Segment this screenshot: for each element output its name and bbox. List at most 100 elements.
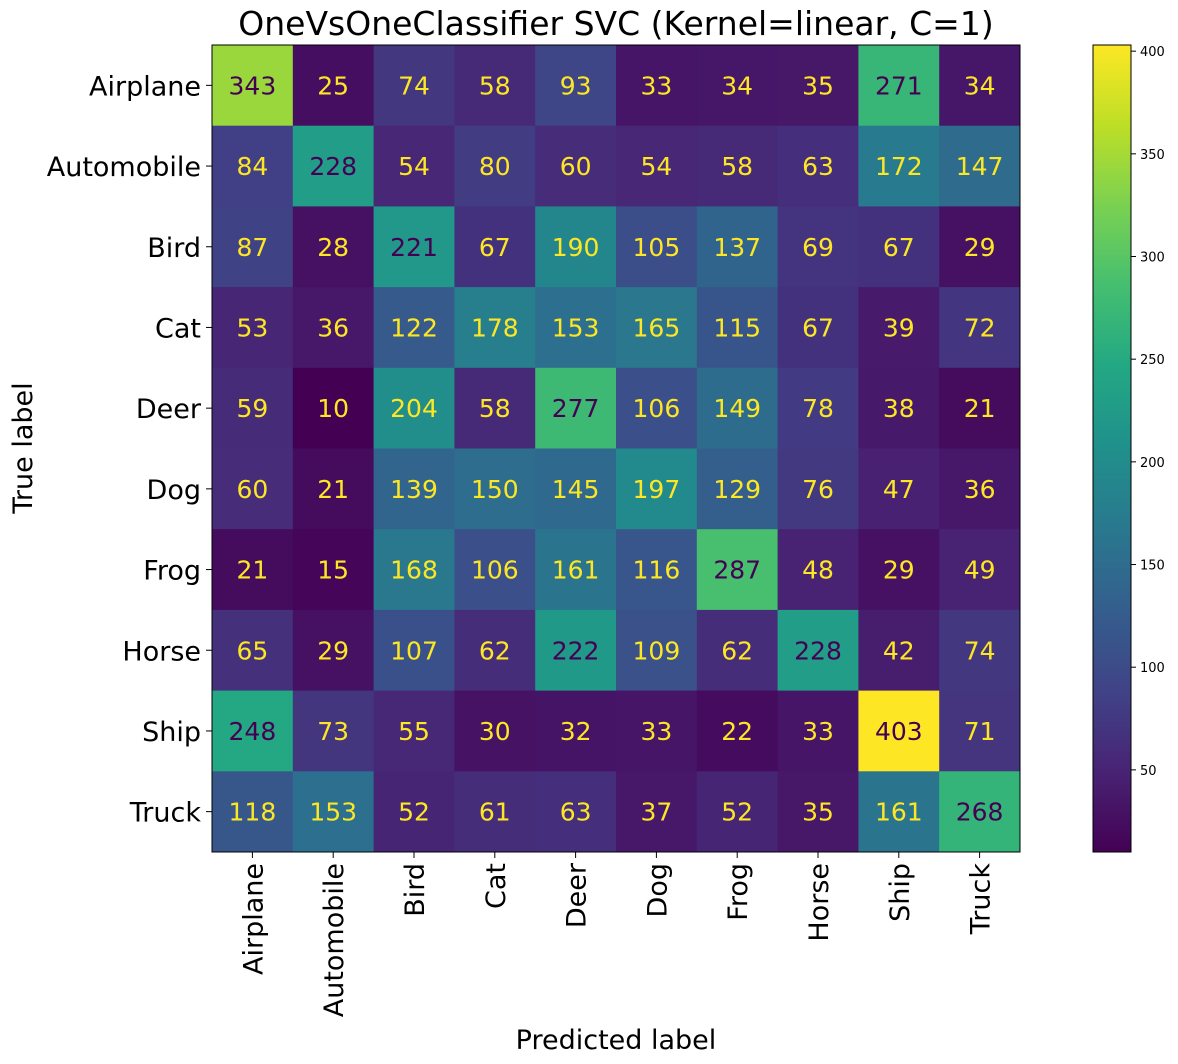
cell-value-label: 74 <box>398 71 430 100</box>
heatmap-cell <box>535 287 617 369</box>
cell-value-label: 197 <box>633 475 681 504</box>
cell-value-label: 58 <box>721 152 753 181</box>
heatmap-cell <box>616 45 698 127</box>
colorbar-tick-label: 400 <box>1140 45 1165 60</box>
cell-value-label: 35 <box>802 798 834 827</box>
cell-value-label: 73 <box>317 717 349 746</box>
heatmap-cell <box>616 529 698 611</box>
heatmap-cell <box>858 448 940 530</box>
cell-value-label: 139 <box>390 475 438 504</box>
y-axis: Airplane Automobile Bird Cat Deer Dog Frog Hors… <box>47 71 212 829</box>
heatmap-cell <box>535 448 617 530</box>
heatmap-cell <box>535 609 617 692</box>
cell-value-label: 63 <box>560 798 592 827</box>
cell-value-label: 343 <box>229 71 277 100</box>
heatmap-cell <box>454 609 536 692</box>
heatmap-cell <box>858 529 940 611</box>
cell-value-label: 15 <box>317 556 349 585</box>
cell-value-label: 22 <box>721 717 753 746</box>
cell-value-label: 204 <box>390 394 438 423</box>
cell-value-label: 228 <box>309 152 357 181</box>
heatmap-cell <box>373 125 455 207</box>
cell-value-label: 190 <box>552 233 600 262</box>
heatmap-cell <box>939 45 1021 127</box>
heatmap-cell <box>212 45 294 127</box>
colorbar-tick-label: 350 <box>1140 148 1165 163</box>
cell-value-label: 54 <box>398 152 430 181</box>
heatmap-cell <box>292 367 375 449</box>
heatmap-cell <box>212 367 294 449</box>
cell-value-label: 71 <box>964 717 996 746</box>
x-tick-label: Frog <box>723 863 754 921</box>
heatmap-cell <box>454 287 536 369</box>
x-tick-label: Truck <box>966 863 997 936</box>
heatmap-cell <box>373 529 455 611</box>
colorbar-gradient <box>1092 44 1132 853</box>
cell-value-label: 48 <box>802 556 834 585</box>
heatmap-cell <box>696 448 779 530</box>
cell-value-label: 67 <box>479 233 511 262</box>
cell-value-label: 221 <box>390 233 438 262</box>
heatmap-cell <box>939 448 1021 530</box>
cell-value-label: 33 <box>640 717 672 746</box>
cell-value-label: 137 <box>713 233 761 262</box>
y-tick-label: Deer <box>136 394 202 425</box>
cell-value-label: 178 <box>471 313 519 342</box>
cell-value-label: 62 <box>721 636 753 665</box>
heatmap-cell <box>777 448 859 530</box>
cell-value-label: 39 <box>883 313 915 342</box>
heatmap-cell <box>616 125 698 207</box>
cell-value-label: 118 <box>229 798 277 827</box>
heatmap-cell <box>696 609 779 692</box>
x-tick-label: Bird <box>400 863 431 917</box>
heatmap-cell <box>696 690 779 772</box>
heatmap-cell <box>292 206 375 288</box>
heatmap-cell <box>454 367 536 449</box>
heatmap-cell <box>535 367 617 449</box>
cell-value-label: 271 <box>875 71 923 100</box>
heatmap-cell <box>939 529 1021 611</box>
heatmap-cell <box>777 287 859 369</box>
cell-value-label: 287 <box>713 556 761 585</box>
heatmap-cell <box>292 690 375 772</box>
cell-value-label: 10 <box>317 394 349 423</box>
heatmap-cell <box>292 771 375 853</box>
heatmap-cell <box>777 125 859 207</box>
heatmap-cell <box>454 125 536 207</box>
cell-value-label: 49 <box>964 556 996 585</box>
y-tick-label: Cat <box>155 313 201 344</box>
cell-value-label: 149 <box>713 394 761 423</box>
x-axis-label: Predicted label <box>516 1025 717 1056</box>
heatmap-cell <box>292 125 375 207</box>
cell-value-label: 33 <box>802 717 834 746</box>
heatmap-cell <box>292 287 375 369</box>
heatmap-cell <box>696 206 779 288</box>
heatmap-cell <box>616 206 698 288</box>
cell-value-label: 106 <box>633 394 681 423</box>
cell-value-label: 116 <box>633 556 681 585</box>
cell-value-label: 248 <box>229 717 277 746</box>
chart-title: OneVsOneClassifier SVC (Kernel=linear, C… <box>238 4 993 43</box>
cell-value-label: 38 <box>883 394 915 423</box>
cell-value-label: 80 <box>479 152 511 181</box>
y-tick-label: Ship <box>142 717 201 748</box>
cell-value-label: 42 <box>883 636 915 665</box>
heatmap-cell <box>777 529 859 611</box>
cell-value-label: 62 <box>479 636 511 665</box>
heatmap-cell <box>858 45 940 127</box>
heatmap-cell <box>858 125 940 207</box>
cell-value-label: 72 <box>964 313 996 342</box>
heatmap-cell <box>212 448 294 530</box>
y-tick-label: Dog <box>147 475 201 506</box>
heatmap-cell <box>616 287 698 369</box>
cell-value-label: 84 <box>236 152 268 181</box>
heatmap-cell <box>777 367 859 449</box>
cell-value-label: 228 <box>794 636 842 665</box>
heatmap-cell <box>696 771 779 853</box>
cell-value-label: 59 <box>236 394 268 423</box>
heatmap-cell <box>212 287 294 369</box>
cell-value-label: 115 <box>713 313 761 342</box>
heatmap-cell <box>454 771 536 853</box>
x-tick-label: Deer <box>562 862 593 928</box>
heatmap-cell <box>454 206 536 288</box>
